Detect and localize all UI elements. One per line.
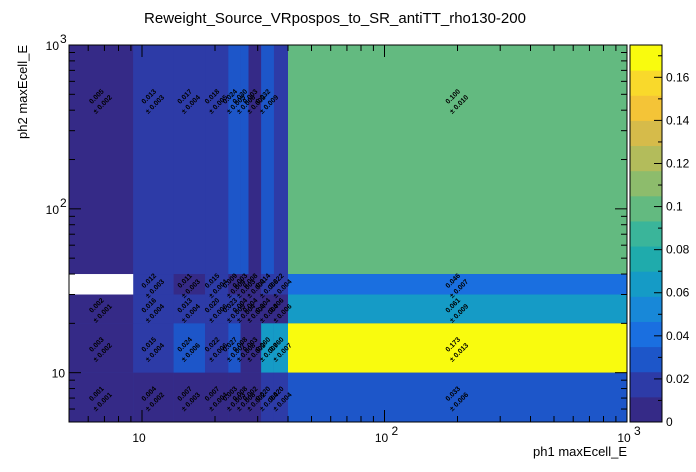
- heatmap-cell: [273, 372, 288, 422]
- empty-cell: [69, 274, 134, 295]
- colorbar-segment: [630, 296, 662, 322]
- heatmap-cell: [173, 294, 206, 324]
- heatmap-cell: [173, 323, 206, 373]
- colorbar-tick-label: 0.04: [666, 329, 690, 343]
- heatmap-cell: [69, 294, 134, 324]
- heatmap-cell: [287, 45, 627, 275]
- heatmap-cell: [133, 45, 174, 275]
- heatmap-cell: [133, 372, 174, 422]
- heatmap-cell: [287, 372, 627, 422]
- heatmap-cell: [228, 294, 241, 324]
- colorbar-segment: [630, 95, 662, 121]
- heatmap-cell: [228, 45, 241, 275]
- chart-title: Reweight_Source_VRpospos_to_SR_antiTT_rh…: [144, 10, 526, 27]
- heatmap-cell: [133, 274, 174, 295]
- heatmap-cell: [228, 372, 241, 422]
- colorbar-tick-label: 0.1: [666, 200, 683, 214]
- heatmap-cell: [173, 45, 206, 275]
- heatmap-cell: [69, 45, 134, 275]
- heatmap-cell: [287, 294, 627, 324]
- colorbar-segment: [630, 246, 662, 272]
- y-tick-label: 10: [52, 367, 66, 381]
- y-tick-label: 10: [46, 39, 60, 53]
- heatmap-cell: [205, 294, 229, 324]
- heatmap-cell: [273, 294, 288, 324]
- heatmap-cell: [240, 323, 249, 373]
- colorbar-tick-label: 0.14: [666, 113, 690, 127]
- heatmap-cell: [261, 294, 274, 324]
- colorbar-segment: [630, 145, 662, 172]
- colorbar-segment: [630, 195, 662, 222]
- heatmap-cell: [248, 45, 262, 275]
- colorbar-segment: [630, 45, 662, 71]
- heatmap-cell: [69, 323, 134, 373]
- heatmap-cell: [248, 323, 262, 373]
- heatmap-cell: [205, 45, 229, 275]
- colorbar-segment: [630, 220, 662, 247]
- heatmap-cell: [205, 323, 229, 373]
- colorbar-tick-label: 0.12: [666, 156, 690, 170]
- heatmap-cell: [205, 372, 229, 422]
- heatmap-cell: [248, 294, 262, 324]
- heatmap-cell: [240, 372, 249, 422]
- heatmap-cell: [69, 372, 134, 422]
- y-tick-label: 10: [46, 203, 60, 217]
- heatmap-cell: [228, 323, 241, 373]
- y-tick-exponent: 3: [60, 32, 67, 46]
- colorbar-segment: [630, 346, 662, 373]
- x-tick-exponent: 2: [391, 424, 398, 438]
- colorbar-frame: [629, 44, 663, 423]
- heatmap-cell: [205, 274, 229, 295]
- y-axis-label: ph2 maxEcell_E: [15, 45, 30, 139]
- colorbar-tick-label: 0.16: [666, 70, 690, 84]
- x-tick-label: 10: [132, 431, 146, 445]
- heatmap-cell: [240, 45, 249, 275]
- colorbar-segment: [630, 70, 662, 96]
- x-axis-label: ph1 maxEcell_E: [533, 444, 627, 459]
- heatmap-cell: [133, 323, 174, 373]
- x-tick-exponent: 3: [634, 424, 641, 438]
- heatmap-cell: [248, 274, 262, 295]
- heatmap-cell: [261, 45, 274, 275]
- colorbar-tick-label: 0.06: [666, 286, 690, 300]
- heatmap-cell: [261, 323, 274, 373]
- colorbar: 0 0.02 0.04 0.06 0.08 0.1 0.12 0.14 0.16: [629, 44, 690, 429]
- heatmap-cell: [228, 274, 241, 295]
- colorbar-segment: [630, 371, 662, 398]
- colorbar-segment: [630, 120, 662, 147]
- heatmap-cell: [287, 323, 627, 373]
- heatmap-cell: [273, 323, 288, 373]
- y-tick-exponent: 2: [60, 196, 67, 210]
- colorbar-tick-label: 0: [666, 415, 673, 429]
- colorbar-tick-label: 0.02: [666, 372, 690, 386]
- colorbar-segment: [630, 396, 662, 423]
- heatmap-cell: [261, 274, 274, 295]
- colorbar-segment: [630, 321, 662, 348]
- x-tick-label: 10: [617, 431, 631, 445]
- heatmap-cell: [133, 294, 174, 324]
- heatmap-cell: [261, 372, 274, 422]
- heatmap-cell: [240, 294, 249, 324]
- heatmap-cells: [69, 45, 627, 422]
- colorbar-tick-label: 0.08: [666, 243, 690, 257]
- heatmap-cell: [173, 372, 206, 422]
- colorbar-segment: [630, 170, 662, 197]
- plot-frame: [68, 44, 628, 423]
- heatmap-cell: [287, 274, 627, 295]
- heatmap-cell: [273, 274, 288, 295]
- heatmap-cell: [248, 372, 262, 422]
- heatmap-cell: [173, 274, 206, 295]
- x-tick-label: 10: [375, 431, 389, 445]
- heatmap-cell: [240, 274, 249, 295]
